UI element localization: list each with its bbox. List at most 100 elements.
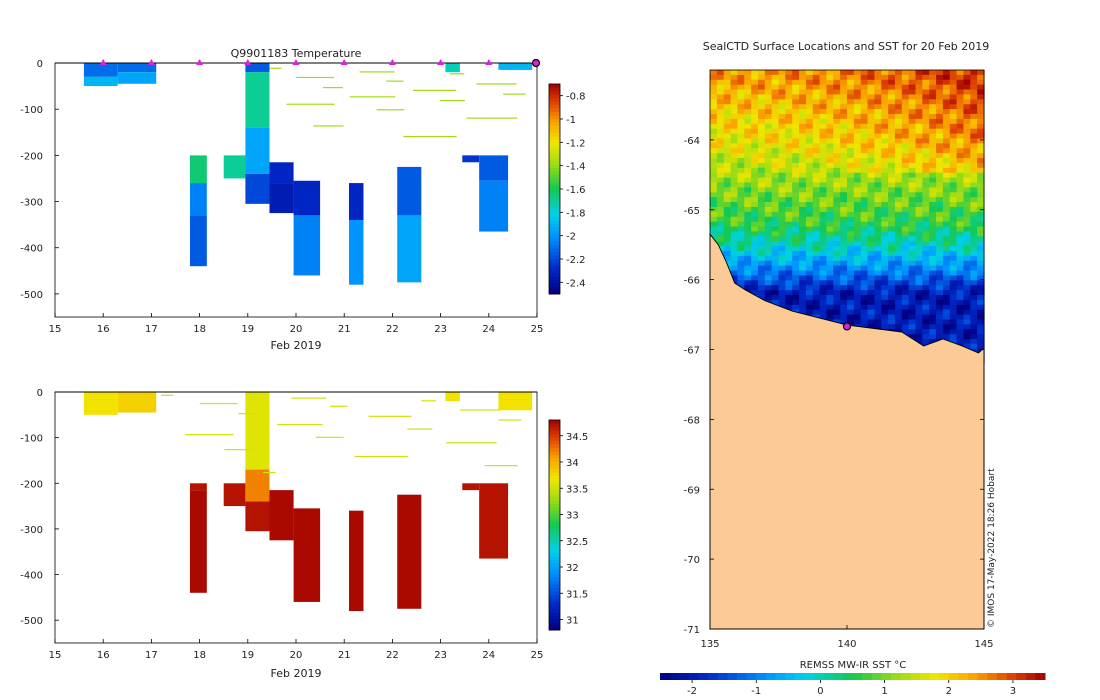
- sst-cell: [812, 309, 821, 316]
- sst-cell: [778, 118, 786, 125]
- sst-cell: [901, 226, 910, 233]
- sst-cell: [799, 79, 807, 86]
- sst-cell: [874, 133, 882, 140]
- sst-cell: [812, 177, 821, 184]
- sst-cell: [867, 246, 875, 252]
- colorbar-cell: [549, 563, 560, 568]
- sst-colorbar-label: REMSS MW-IR SST °C: [800, 660, 907, 671]
- sst-cell: [833, 187, 841, 193]
- sst-cell: [853, 114, 862, 120]
- sst-cell: [751, 285, 759, 291]
- temperature-chart-x-label: Feb 2019: [271, 339, 322, 352]
- profile-8-segment-0: [397, 494, 422, 609]
- sst-cell: [949, 236, 958, 242]
- sst-cell: [936, 104, 944, 110]
- sst-cell: [867, 241, 875, 247]
- sst-cell: [936, 246, 944, 252]
- sst-cell: [812, 94, 821, 100]
- sst-cell: [860, 304, 869, 311]
- sst-cell: [874, 299, 882, 306]
- y-tick-label: -69: [684, 485, 700, 496]
- sst-cell: [853, 241, 862, 247]
- sst-cell: [949, 148, 958, 154]
- sst-cell: [805, 211, 814, 218]
- sst-cell: [860, 133, 869, 140]
- sst-cell: [730, 265, 738, 272]
- sst-cell: [805, 246, 814, 252]
- trace-line: [291, 397, 327, 399]
- sst-cell: [805, 89, 814, 96]
- sst-cell: [744, 206, 752, 213]
- sst-cell: [936, 255, 944, 262]
- colorbar-cell: [549, 136, 560, 141]
- colorbar-cell: [549, 119, 560, 123]
- colorbar-tick-label: -2: [687, 686, 697, 697]
- colorbar-cell: [698, 673, 709, 680]
- sst-cell: [819, 250, 828, 257]
- sst-cell: [956, 309, 965, 316]
- sst-cell: [881, 162, 889, 169]
- sst-cell: [901, 255, 910, 262]
- sst-cell: [915, 99, 923, 105]
- sst-cell: [888, 84, 896, 91]
- profile-2-segment-0: [189, 155, 207, 184]
- sst-cell: [805, 231, 814, 237]
- sst-cell: [901, 314, 910, 321]
- sst-cell: [737, 99, 745, 105]
- sst-cell: [894, 280, 903, 286]
- sst-cell: [853, 260, 862, 267]
- sst-cell: [819, 162, 828, 169]
- sst-cell: [881, 197, 889, 203]
- sst-cell: [853, 94, 862, 100]
- sst-cell: [881, 128, 889, 135]
- sst-cell: [833, 118, 841, 125]
- trace-line: [368, 415, 412, 417]
- sst-cell: [867, 138, 875, 144]
- colorbar-cell: [549, 199, 560, 204]
- profile-8-segment-1: [397, 215, 422, 283]
- sst-cell: [771, 99, 780, 105]
- sst-cell: [819, 158, 828, 164]
- colorbar-cell: [549, 479, 560, 484]
- sst-cell: [805, 226, 814, 233]
- sst-cell: [757, 74, 766, 81]
- sst-cell: [888, 231, 896, 237]
- sst-cell: [847, 216, 855, 223]
- sst-cell: [901, 118, 910, 125]
- sst-cell: [764, 226, 773, 233]
- sst-cell: [867, 265, 875, 272]
- sst-cell: [737, 172, 745, 179]
- profile-11-segment-0: [479, 155, 509, 181]
- surface-marker: [388, 59, 396, 65]
- sst-cell: [723, 143, 732, 149]
- sst-cell: [812, 79, 821, 86]
- colorbar-cell: [549, 231, 560, 235]
- x-tick-label: 25: [531, 650, 544, 661]
- sst-cell: [888, 197, 896, 203]
- sst-cell: [963, 324, 971, 330]
- sst-cell: [956, 70, 965, 76]
- colorbar-tick-label: 3: [1010, 686, 1016, 697]
- trace-line: [439, 99, 465, 102]
- colorbar-cell: [549, 451, 560, 456]
- sst-cell: [963, 255, 971, 262]
- sst-cell: [956, 260, 965, 267]
- colorbar-cell: [549, 283, 560, 288]
- sst-cell: [716, 216, 725, 223]
- sst-cell: [771, 104, 780, 110]
- sst-cell: [970, 260, 978, 267]
- sst-cell: [915, 162, 923, 169]
- y-tick-label: 0: [37, 59, 43, 70]
- sst-cell: [792, 231, 800, 237]
- sst-cell: [751, 70, 759, 76]
- sst-cell: [744, 114, 752, 120]
- sst-cell: [833, 94, 841, 100]
- sst-cell: [963, 226, 971, 233]
- sst-cell: [888, 319, 896, 325]
- sst-cell: [908, 260, 917, 267]
- sst-cell: [710, 158, 718, 164]
- sst-cell: [778, 197, 786, 203]
- sst-cell: [799, 162, 807, 169]
- sst-cell: [963, 270, 971, 277]
- sst-cell: [970, 231, 978, 237]
